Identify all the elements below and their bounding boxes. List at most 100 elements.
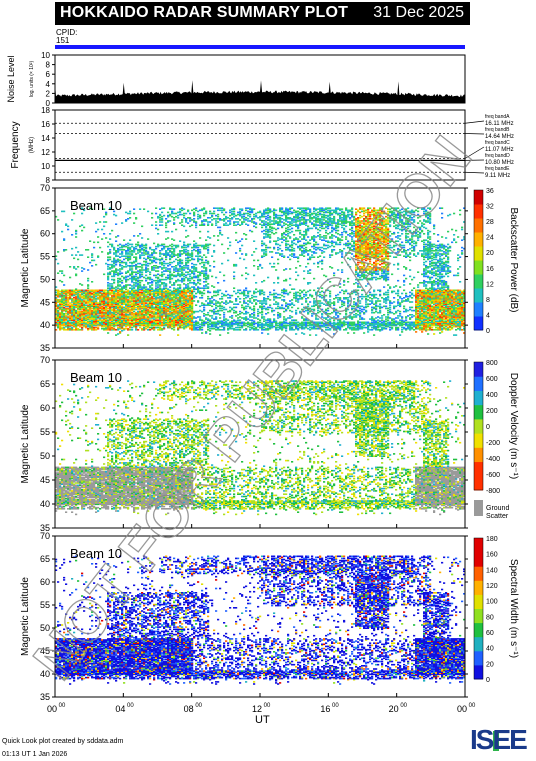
scatter-cell (71, 248, 73, 250)
scatter-cell (57, 290, 59, 292)
scatter-cell (111, 276, 113, 278)
scatter-cell (129, 309, 131, 311)
freq-ytick-label: 18 (41, 106, 50, 115)
scatter-cell (125, 250, 127, 252)
scatter-cell (101, 238, 103, 240)
scatter-cell (69, 315, 71, 317)
scatter-cell (81, 230, 83, 232)
scatter-cell (127, 213, 129, 215)
scatter-cell (103, 274, 105, 276)
scatter-cell (135, 285, 137, 287)
scatter-cell (119, 281, 121, 283)
scatter-cell (95, 231, 97, 233)
scatter-cell (117, 280, 119, 282)
scatter-cell (127, 296, 129, 298)
scatter-cell (113, 322, 115, 324)
scatter-cell (129, 244, 131, 246)
scatter-cell (129, 287, 131, 289)
scatter-cell (73, 318, 75, 320)
scatter-cell (75, 288, 77, 290)
scatter-cell (135, 248, 137, 250)
scatter-cell (71, 303, 73, 305)
scatter-cell (123, 277, 125, 279)
scatter-cell (111, 312, 113, 314)
scatter-cell (113, 270, 115, 272)
scatter-cell (67, 308, 69, 310)
scatter-cell (109, 251, 111, 253)
scatter-cell (117, 315, 119, 317)
scatter-cell (119, 304, 121, 306)
scatter-cell (133, 208, 135, 210)
scatter-cell (135, 290, 137, 292)
scatter-cell (133, 265, 135, 267)
scatter-cell (107, 284, 109, 286)
scatter-cell (113, 247, 115, 249)
scatter-cell (125, 244, 127, 246)
scatter-cell (61, 327, 63, 329)
scatter-cell (129, 291, 131, 293)
scatter-cell (67, 311, 69, 313)
scatter-cell (81, 254, 83, 256)
scatter-cell (87, 256, 89, 258)
scatter-cell (95, 290, 97, 292)
scatter-cell (129, 303, 131, 305)
scatter-cell (91, 265, 93, 267)
scatter-cell (131, 270, 133, 272)
scatter-cell (125, 212, 127, 214)
scatter-cell (83, 227, 85, 229)
noise-ytick-label: 2 (46, 89, 51, 98)
scatter-cell (119, 244, 121, 246)
scatter-cell (115, 264, 117, 266)
scatter-cell (105, 292, 107, 294)
scatter-cell (63, 327, 65, 329)
scatter-cell (115, 250, 117, 252)
scatter-cell (101, 306, 103, 308)
scatter-cell (113, 258, 115, 260)
scatter-cell (69, 328, 71, 330)
scatter-cell (107, 252, 109, 254)
scatter-cell (95, 298, 97, 300)
scatter-cell (131, 244, 133, 246)
scatter-cell (129, 211, 131, 213)
scatter-cell (65, 315, 67, 317)
scatter-cell (111, 295, 113, 297)
scatter-cell (117, 333, 119, 335)
scatter-cell (117, 259, 119, 261)
scatter-cell (87, 290, 89, 292)
scatter-cell (103, 216, 105, 218)
scatter-cell (67, 297, 69, 299)
scatter-cell (75, 247, 77, 249)
scatter-cell (111, 327, 113, 329)
scatter-cell (103, 290, 105, 292)
scatter-cell (123, 314, 125, 316)
scatter-cell (125, 219, 127, 221)
scatter-cell (101, 319, 103, 321)
scatter-cell (85, 304, 87, 306)
scatter-cell (87, 280, 89, 282)
scatter-cell (77, 311, 79, 313)
scatter-cell (81, 290, 83, 292)
scatter-cell (93, 290, 95, 292)
scatter-cell (121, 276, 123, 278)
scatter-cell (125, 291, 127, 293)
scatter-cell (83, 290, 85, 292)
freq-band-label: freq bandD (485, 153, 510, 159)
scatter-cell (109, 233, 111, 235)
scatter-cell (83, 268, 85, 270)
scatter-cell (87, 328, 89, 330)
scatter-cell (81, 299, 83, 301)
scatter-cell (127, 270, 129, 272)
scatter-cell (127, 218, 129, 220)
scatter-cell (131, 287, 133, 289)
scatter-cell (131, 329, 133, 331)
scatter-cell (135, 278, 137, 280)
scatter-cell (91, 293, 93, 295)
scatter-cell (119, 264, 121, 266)
scatter-cell (131, 262, 133, 264)
scatter-cell (135, 253, 137, 255)
scatter-cell (117, 248, 119, 250)
scatter-cell (107, 259, 109, 261)
scatter-cell (101, 251, 103, 253)
scatter-cell (107, 287, 109, 289)
scatter-cell (61, 270, 63, 272)
